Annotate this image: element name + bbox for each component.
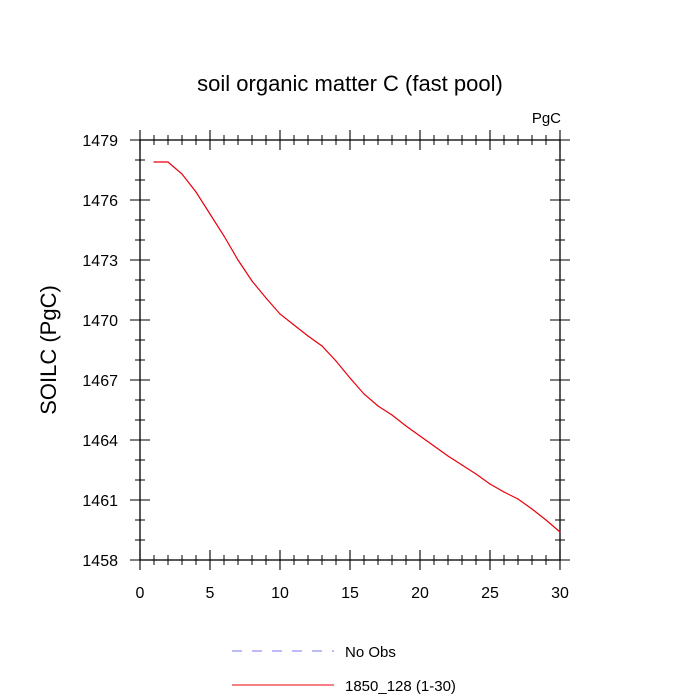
y-tick-label: 1464 <box>82 433 118 450</box>
data-point <box>461 464 463 466</box>
data-point <box>377 405 379 407</box>
data-point <box>167 161 169 163</box>
data-point <box>517 498 519 500</box>
legend-label: No Obs <box>345 644 396 661</box>
data-point <box>545 519 547 521</box>
data-point <box>321 345 323 347</box>
x-tick-label: 10 <box>271 585 289 602</box>
data-point <box>307 335 309 337</box>
x-tick-label: 5 <box>206 585 215 602</box>
series-line <box>154 161 561 533</box>
data-point <box>195 191 197 193</box>
y-tick-label: 1476 <box>82 193 118 210</box>
x-tick-label: 30 <box>551 585 569 602</box>
data-point <box>503 491 505 493</box>
x-tick-label: 20 <box>411 585 429 602</box>
legend-label: 1850_128 (1-30) <box>345 678 456 695</box>
data-point <box>349 377 351 379</box>
data-point <box>531 508 533 510</box>
data-point <box>391 414 393 416</box>
chart-title: soil organic matter C (fast pool) <box>197 71 503 96</box>
data-point <box>447 455 449 457</box>
data-point <box>475 473 477 475</box>
plot-area: 0 5 10 15 20 25 30 1458 1461 1464 1467 1470 1473 1476… <box>82 130 570 602</box>
legend: No Obs 1850_128 (1-30) <box>232 644 456 695</box>
y-tick-label: 1467 <box>82 373 118 390</box>
data-point <box>265 297 267 299</box>
y-tick-label: 1461 <box>82 493 118 510</box>
x-tick-label: 0 <box>136 585 145 602</box>
units-label: PgC <box>532 110 561 127</box>
data-point <box>293 324 295 326</box>
x-tick-label: 25 <box>481 585 499 602</box>
y-tick-label: 1473 <box>82 253 118 270</box>
y-axis-label: SOILC (PgC) <box>36 285 61 415</box>
data-point <box>419 435 421 437</box>
data-point <box>223 235 225 237</box>
data-point <box>405 425 407 427</box>
data-point <box>279 313 281 315</box>
y-tick-label: 1458 <box>82 553 118 570</box>
data-point <box>251 280 253 282</box>
data-point <box>209 213 211 215</box>
data-point <box>433 445 435 447</box>
data-point <box>363 393 365 395</box>
data-point <box>559 531 561 533</box>
data-point <box>335 360 337 362</box>
data-point <box>153 161 155 163</box>
y-tick-label: 1479 <box>82 133 118 150</box>
data-point <box>237 259 239 261</box>
data-point <box>181 173 183 175</box>
x-tick-label: 15 <box>341 585 359 602</box>
y-tick-label: 1470 <box>82 313 118 330</box>
data-point <box>489 483 491 485</box>
